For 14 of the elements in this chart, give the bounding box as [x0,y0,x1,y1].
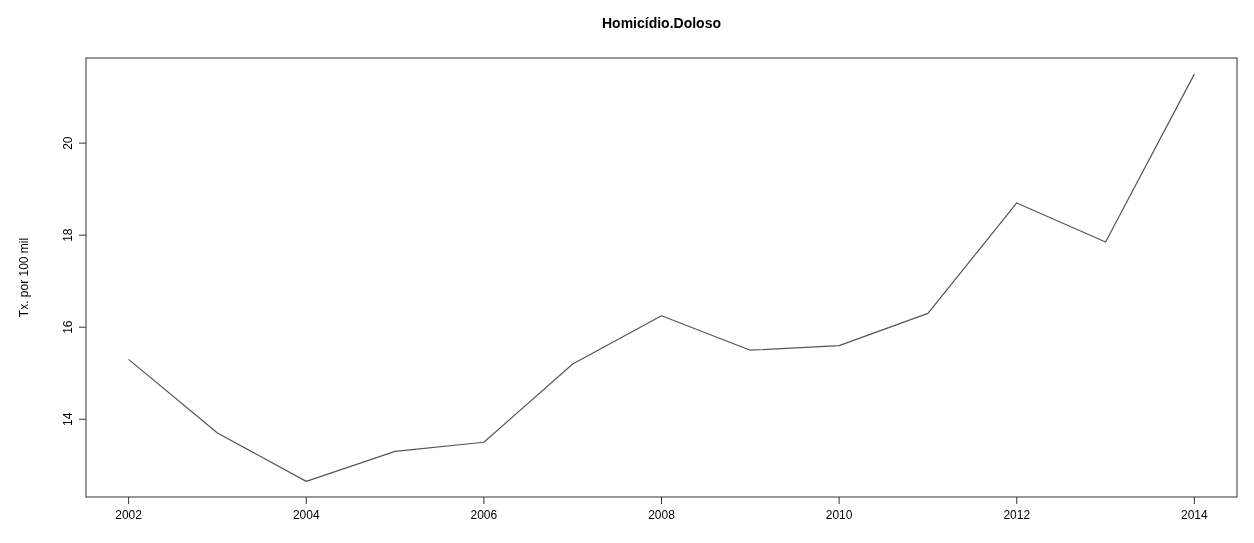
y-tick-label: 20 [61,136,75,150]
x-tick-label: 2006 [470,508,498,522]
x-tick-label: 2002 [115,508,143,522]
x-tick-label: 2014 [1181,508,1209,522]
x-tick-label: 2012 [1003,508,1031,522]
chart-title: Homicídio.Doloso [602,15,721,31]
x-tick-label: 2010 [825,508,853,522]
y-tick-label: 16 [61,320,75,334]
y-tick-label: 18 [61,228,75,242]
x-tick-label: 2008 [648,508,676,522]
line-series [128,73,1195,482]
y-tick-label: 14 [61,412,75,426]
y-axis-title: Tx. por 100 mil [17,237,31,318]
x-tick-label: 2004 [292,508,320,522]
